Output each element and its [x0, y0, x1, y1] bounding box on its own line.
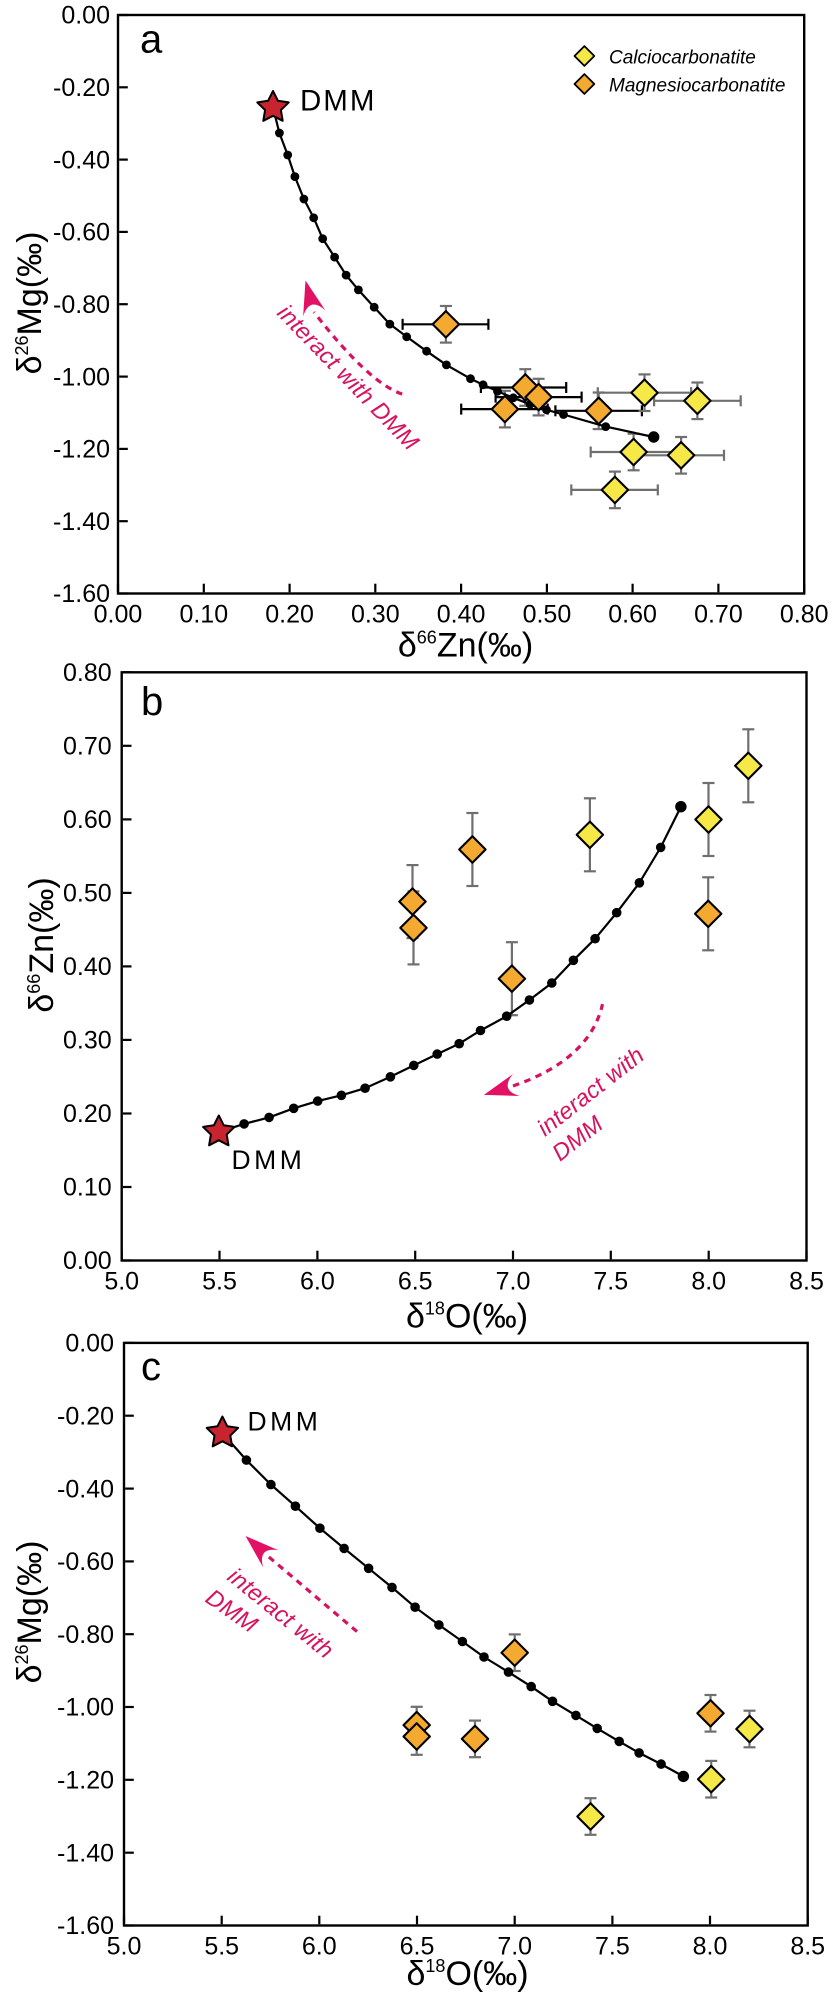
svg-text:6.0: 6.0: [302, 1933, 337, 1961]
svg-text:0.00: 0.00: [61, 2, 110, 30]
svg-text:δ18O(‰): δ18O(‰): [406, 1955, 528, 1993]
svg-text:0.00: 0.00: [94, 601, 143, 629]
svg-text:7.0: 7.0: [497, 1933, 532, 1961]
svg-text:-1.00: -1.00: [57, 1694, 114, 1722]
svg-text:0.10: 0.10: [179, 601, 228, 629]
svg-text:-1.40: -1.40: [57, 1839, 114, 1867]
svg-text:0.50: 0.50: [523, 601, 572, 629]
svg-text:-1.40: -1.40: [53, 508, 110, 536]
svg-text:-1.20: -1.20: [53, 436, 110, 464]
svg-text:8.5: 8.5: [789, 1268, 824, 1296]
svg-text:8.0: 8.0: [693, 1933, 728, 1961]
svg-text:0.10: 0.10: [63, 1174, 112, 1202]
svg-text:5.5: 5.5: [202, 1268, 237, 1296]
svg-text:0.80: 0.80: [63, 659, 112, 687]
svg-text:0.70: 0.70: [694, 601, 743, 629]
svg-text:0.00: 0.00: [65, 1330, 114, 1358]
svg-text:δ26Mg(‰): δ26Mg(‰): [11, 232, 49, 375]
svg-text:-0.40: -0.40: [53, 146, 110, 174]
svg-text:6.5: 6.5: [400, 1933, 435, 1961]
svg-text:0.80: 0.80: [780, 601, 829, 629]
svg-text:-1.00: -1.00: [53, 363, 110, 391]
svg-text:0.20: 0.20: [265, 601, 314, 629]
svg-text:7.0: 7.0: [496, 1268, 531, 1296]
svg-text:-0.60: -0.60: [57, 1548, 114, 1576]
svg-text:8.0: 8.0: [691, 1268, 726, 1296]
svg-text:Calciocarbonatite: Calciocarbonatite: [609, 48, 756, 69]
svg-text:-0.20: -0.20: [53, 74, 110, 102]
svg-text:6.5: 6.5: [398, 1268, 433, 1296]
svg-text:-0.20: -0.20: [57, 1402, 114, 1430]
svg-text:5.5: 5.5: [204, 1933, 239, 1961]
svg-text:-1.60: -1.60: [53, 580, 110, 608]
svg-text:-1.20: -1.20: [57, 1767, 114, 1795]
svg-text:-0.40: -0.40: [57, 1475, 114, 1503]
svg-text:a: a: [140, 18, 163, 62]
svg-text:0.30: 0.30: [351, 601, 400, 629]
svg-text:c: c: [141, 1345, 161, 1389]
svg-text:-0.60: -0.60: [53, 219, 110, 247]
svg-text:-0.80: -0.80: [57, 1621, 114, 1649]
svg-text:0.30: 0.30: [63, 1027, 112, 1055]
svg-text:DMM: DMM: [248, 1407, 322, 1437]
svg-text:-0.80: -0.80: [53, 291, 110, 319]
svg-text:8.5: 8.5: [790, 1933, 825, 1961]
svg-text:7.5: 7.5: [593, 1268, 628, 1296]
svg-text:0.60: 0.60: [63, 806, 112, 834]
svg-text:5.0: 5.0: [107, 1933, 142, 1961]
svg-text:δ18O(‰): δ18O(‰): [406, 1298, 528, 1336]
svg-text:7.5: 7.5: [595, 1933, 630, 1961]
svg-text:0.40: 0.40: [437, 601, 486, 629]
svg-text:0.50: 0.50: [63, 880, 112, 908]
svg-text:5.0: 5.0: [104, 1268, 139, 1296]
svg-text:b: b: [141, 680, 163, 724]
svg-text:0.60: 0.60: [608, 601, 657, 629]
svg-text:6.0: 6.0: [300, 1268, 335, 1296]
svg-text:DMM: DMM: [232, 1145, 306, 1175]
svg-text:0.20: 0.20: [63, 1100, 112, 1128]
svg-text:0.40: 0.40: [63, 953, 112, 981]
svg-text:-1.60: -1.60: [57, 1912, 114, 1940]
svg-text:DMM: DMM: [300, 85, 376, 118]
svg-text:Magnesiocarbonatite: Magnesiocarbonatite: [609, 76, 785, 97]
svg-text:0.70: 0.70: [63, 733, 112, 761]
svg-text:0.00: 0.00: [63, 1247, 112, 1275]
svg-text:δ26Mg(‰): δ26Mg(‰): [11, 1541, 49, 1684]
